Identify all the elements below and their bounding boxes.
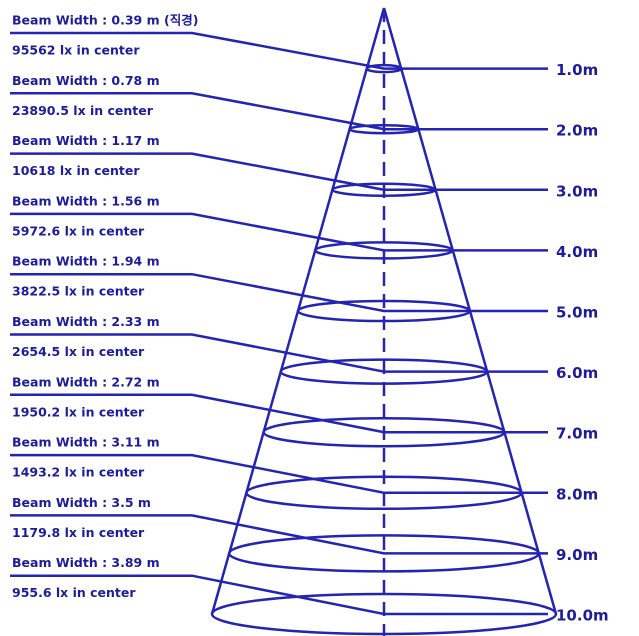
lux-label: 955.6 lx in center [12,585,136,600]
leader-line [10,574,548,616]
distance-label: 10.0m [556,607,609,625]
beam-width-label: Beam Width : 1.17 m [12,133,160,148]
lux-label: 23890.5 lx in center [12,103,154,118]
lux-label: 1950.2 lx in center [12,404,145,419]
lux-label: 1493.2 lx in center [12,465,145,480]
leader-line [10,152,548,192]
lux-label: 5972.6 lx in center [12,223,145,238]
distance-label: 6.0m [556,364,598,382]
distance-label: 5.0m [556,304,598,322]
beam-width-label: Beam Width : 1.56 m [12,193,160,208]
beam-ellipse [210,592,558,636]
beam-width-label: Beam Width : 2.33 m [12,314,160,329]
beam-width-label: Beam Width : 1.94 m [12,254,160,269]
leader-line [10,31,548,70]
lux-label: 1179.8 lx in center [12,525,145,540]
distance-label: 8.0m [556,485,598,503]
beam-width-label: Beam Width : 0.39 m (직경) [12,13,198,28]
leader-line [10,514,548,555]
beam-width-label: Beam Width : 3.5 m [12,495,151,510]
leader-line [10,333,548,373]
leader-line [10,92,548,131]
distance-label: 3.0m [556,182,598,200]
leader-line [10,453,548,495]
lux-label: 10618 lx in center [12,163,140,178]
distance-label: 9.0m [556,546,598,564]
beam-width-label: Beam Width : 0.78 m [12,73,160,88]
lux-label: 95562 lx in center [12,43,140,58]
beam-width-label: Beam Width : 3.11 m [12,435,160,450]
distance-label: 1.0m [556,61,598,79]
lux-label: 2654.5 lx in center [12,344,145,359]
beam-width-label: Beam Width : 2.72 m [12,374,160,389]
leader-line [10,393,548,434]
beam-width-label: Beam Width : 3.89 m [12,555,160,570]
distance-label: 4.0m [556,243,598,261]
lux-label: 3822.5 lx in center [12,284,145,299]
distance-label: 7.0m [556,425,598,443]
distance-label: 2.0m [556,122,598,140]
leader-line [10,272,548,313]
leader-line [10,212,548,252]
